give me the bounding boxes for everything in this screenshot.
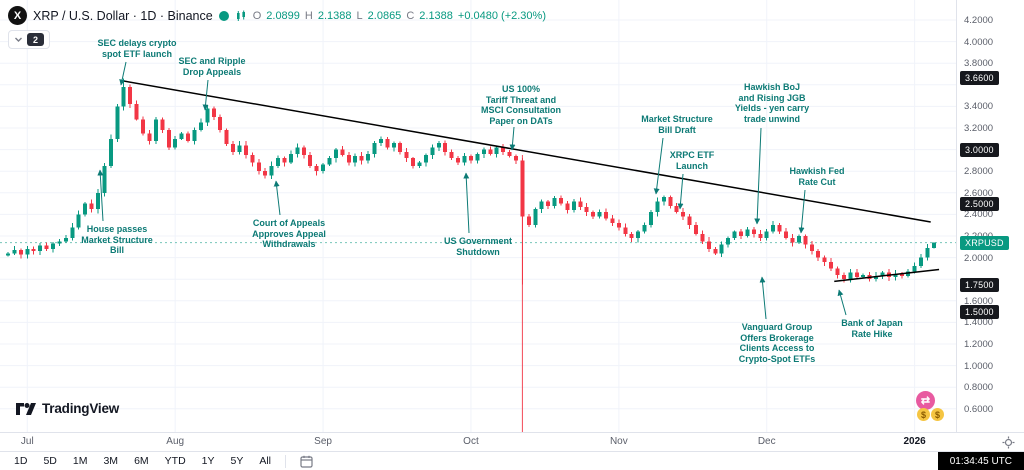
go-to-date-button[interactable] (292, 455, 321, 468)
close-label: C (406, 9, 415, 22)
symbol-price-chip: XRPUSD (960, 235, 1009, 250)
tradingview-logo[interactable]: TradingView (16, 401, 119, 416)
time-axis-label-dec: Dec (757, 436, 776, 447)
chart-plot-area[interactable]: X XRP / U.S. Dollar · 1D · Binance O 2.08… (0, 0, 956, 432)
ohlc-values: O 2.0899 H 2.1388 L 2.0865 C 2.1388 +0.0480 … (253, 10, 546, 22)
price-level-chip: 3.0000 (960, 142, 999, 157)
price-level-chip: 3.6600 (960, 71, 999, 86)
price-tick-label: 2.4000 (964, 209, 994, 221)
range-buttons: 1D 5D 1M 3M 6M YTD 1Y 5Y All (6, 451, 279, 470)
change-value: +0.0480 (+2.30%) (457, 9, 546, 22)
low-value: 2.0865 (367, 9, 402, 22)
status-dot-icon (218, 10, 229, 21)
price-tick-label: 3.8000 (964, 58, 994, 70)
time-axis-label-jul: Jul (20, 436, 34, 447)
range-button-1m[interactable]: 1M (72, 455, 88, 467)
annotation-hawkish-fed-cut[interactable]: Hawkish Fed Rate Cut (789, 166, 845, 187)
range-button-5y[interactable]: 5Y (230, 455, 244, 467)
price-tick-label: 1.4000 (964, 317, 994, 329)
candles (6, 78, 936, 285)
annotation-hawkish-boj[interactable]: Hawkish BoJ and Rising JGB Yields - yen … (734, 82, 810, 124)
annotation-sec-delays-etf[interactable]: SEC delays crypto spot ETF launch (97, 38, 177, 59)
emoji-sticker-money-1[interactable]: $ (917, 408, 930, 421)
calendar-icon (300, 455, 313, 468)
price-tick-label: 4.2000 (964, 15, 994, 26)
time-scale[interactable]: Jul Aug Sep Oct Nov Dec 2026 (0, 432, 1024, 452)
open-label: O (252, 9, 262, 22)
mini-candles-icon (236, 10, 245, 21)
tradingview-wordmark: TradingView (42, 401, 120, 416)
annotation-sec-ripple-appeals[interactable]: SEC and Ripple Drop Appeals (178, 56, 246, 77)
price-tick-label: 2.0000 (964, 252, 994, 264)
open-value: 2.0899 (266, 9, 300, 22)
range-button-1d[interactable]: 1D (14, 455, 28, 467)
range-button-3m[interactable]: 3M (103, 455, 119, 467)
annotation-us-gov-shutdown[interactable]: US Government Shutdown (443, 236, 513, 257)
price-tick-label: 3.4000 (964, 101, 994, 113)
range-button-all[interactable]: All (259, 455, 272, 467)
emoji-sticker-exchange[interactable]: ⇄ (916, 391, 935, 410)
price-scale[interactable]: 4.2000 4.0000 3.8000 3.4000 3.2000 2.8000 2.60… (956, 0, 1024, 432)
price-tick-label: 0.8000 (964, 382, 994, 394)
time-axis-label-sep: Sep (314, 436, 332, 447)
price-tick-label: 3.2000 (964, 123, 994, 134)
trendline-rising-support[interactable] (834, 268, 940, 283)
symbol-title[interactable]: XRP / U.S. Dollar · 1D · Binance (33, 8, 213, 23)
price-tick-label: 2.8000 (964, 166, 994, 178)
range-button-6m[interactable]: 6M (134, 455, 149, 467)
bottom-toolbar: 1D 5D 1M 3M 6M YTD 1Y 5Y All 01:34:45 UTC (0, 451, 1024, 470)
candlestick-chart[interactable] (0, 0, 956, 432)
chevron-down-icon (15, 37, 22, 42)
price-tick-label: 1.0000 (964, 360, 994, 372)
toolbar-divider (285, 454, 287, 468)
price-level-chip: 1.5000 (960, 304, 999, 319)
high-label: H (304, 9, 313, 22)
annotation-us-tariff-threat[interactable]: US 100% Tariff Threat and MSCI Consultat… (481, 84, 561, 126)
annotation-house-market-bill[interactable]: House passes Market Structure Bill (81, 224, 153, 255)
price-tick-label: 4.0000 (964, 36, 994, 48)
low-label: L (356, 9, 363, 22)
annotation-vanguard-access[interactable]: Vanguard Group Offers Brokerage Clients … (738, 322, 816, 364)
time-axis-label-aug: Aug (166, 436, 185, 447)
price-tick-label: 1.2000 (964, 339, 994, 350)
annotation-market-structure-draft[interactable]: Market Structure Bill Draft (641, 114, 713, 135)
gridlines (0, 0, 956, 432)
price-tick-label: 2.6000 (964, 187, 994, 199)
xrp-coin-icon: X (8, 6, 27, 25)
annotation-arrows (97, 61, 847, 320)
close-value: 2.1388 (419, 9, 453, 22)
annotation-boj-rate-hike[interactable]: Bank of Japan Rate Hike (841, 318, 903, 339)
time-axis-label-nov: Nov (609, 436, 628, 447)
emoji-sticker-money-2[interactable]: $ (931, 408, 944, 421)
price-level-chip: 1.7500 (960, 277, 999, 292)
price-tick-label: 0.6000 (964, 403, 994, 415)
price-tick-label: 1.6000 (964, 295, 994, 307)
time-axis-settings-icon[interactable] (1002, 436, 1015, 449)
trendline-descending-resistance[interactable] (120, 79, 931, 223)
clock-timezone[interactable]: 01:34:45 UTC (937, 451, 1024, 470)
tradingview-mark-icon (16, 402, 36, 415)
objects-count-badge: 2 (27, 33, 44, 46)
annotation-court-appeals[interactable]: Court of Appeals Approves Appeal Withdra… (252, 218, 326, 249)
time-axis-label-2026: 2026 (903, 436, 926, 447)
objects-tree-pill[interactable]: 2 (8, 30, 50, 49)
chart-legend: X XRP / U.S. Dollar · 1D · Binance O 2.08… (8, 6, 546, 25)
range-button-5d[interactable]: 5D (43, 455, 57, 467)
price-level-chip: 2.5000 (960, 196, 999, 211)
high-value: 2.1388 (317, 9, 352, 22)
range-button-1y[interactable]: 1Y (201, 455, 215, 467)
annotation-xrpc-etf-launch[interactable]: XRPC ETF Launch (669, 150, 715, 171)
range-button-ytd[interactable]: YTD (164, 455, 186, 467)
time-axis-label-oct: Oct (463, 436, 479, 447)
